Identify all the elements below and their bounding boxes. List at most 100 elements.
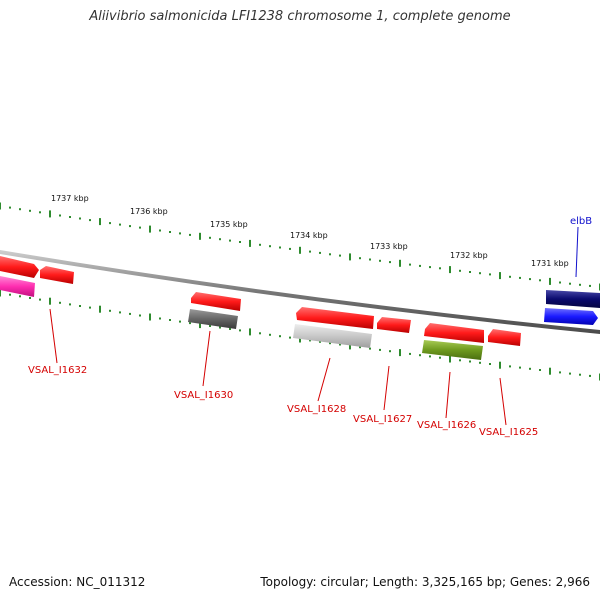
gene-arrow-VSAL_I1632[interactable] [40,266,74,284]
outer-tick-track [0,202,600,291]
gene-arrow[interactable] [0,256,39,278]
tick-label-1733: 1733 kbp [370,242,408,251]
label-leader-lines [49,226,579,426]
major-tick [149,313,151,321]
minor-tick [509,275,511,278]
minor-tick [579,373,581,376]
minor-tick [579,283,581,286]
gene-labels: VSAL_I1632 VSAL_I1630 VSAL_I1628 VSAL_I1… [28,216,592,438]
gene-label-VSAL_I1627[interactable]: VSAL_I1627 [353,414,412,425]
gene-label-VSAL_I1632[interactable]: VSAL_I1632 [28,365,87,376]
minor-tick [389,261,391,264]
minor-tick [439,267,441,270]
minor-tick [129,225,131,228]
minor-tick [429,266,431,269]
major-tick [399,259,401,267]
minor-tick [119,223,121,226]
minor-tick [139,314,141,317]
minor-tick [419,264,421,267]
major-tick [49,210,51,218]
minor-tick [219,238,221,241]
minor-tick [409,352,411,355]
minor-tick [329,253,331,256]
major-tick [199,232,201,240]
minor-tick [109,222,111,225]
major-tick [199,321,201,329]
gene-label-VSAL_I1626[interactable]: VSAL_I1626 [417,420,476,431]
minor-tick [469,271,471,273]
gene-arrow-elbB-companion[interactable] [546,290,600,308]
accession-label: Accession: NC_011312 [9,575,146,589]
gene-arrow-VSAL_I1626[interactable] [422,340,483,360]
major-tick [349,253,351,261]
major-tick [0,289,1,297]
gene-arrow-VSAL_I1625[interactable] [488,329,521,346]
gene-arrow-elbB[interactable] [544,308,598,325]
major-tick [249,239,251,247]
minor-tick [459,359,461,362]
gene-arrow[interactable] [424,323,484,343]
minor-tick [59,214,61,217]
gene-arrow-VSAL_I1630[interactable] [188,309,238,329]
gene-label-VSAL_I1630[interactable]: VSAL_I1630 [174,390,233,401]
minor-tick [79,217,81,220]
minor-tick [179,232,181,235]
major-tick [349,342,351,350]
gene-arrow[interactable] [296,307,374,329]
minor-tick [309,250,311,253]
minor-tick [269,333,271,336]
gene-label-elbB[interactable]: elbB [570,216,592,227]
major-tick [299,335,301,343]
gene-arrow-VSAL_I1628[interactable] [293,324,372,348]
major-tick [449,266,451,274]
gene-arrow-VSAL_I1627[interactable] [377,317,411,333]
minor-tick [239,329,241,332]
minor-tick [589,374,591,377]
minor-tick [119,311,121,314]
minor-tick [329,342,331,345]
minor-tick [69,216,71,218]
major-tick [49,297,51,305]
gene-arrow[interactable] [0,276,35,297]
minor-tick [209,325,211,327]
minor-tick [169,231,171,233]
minor-tick [439,356,441,359]
minor-tick [9,206,11,209]
minor-tick [569,372,571,375]
minor-tick [59,301,61,304]
minor-tick [559,371,561,374]
minor-tick [509,365,511,368]
major-tick [549,277,551,285]
minor-tick [19,208,21,211]
minor-tick [569,282,571,285]
major-tick [249,328,251,336]
minor-tick [409,263,411,266]
minor-tick [469,360,471,363]
minor-tick [489,363,491,365]
minor-tick [339,254,341,257]
leader-line-VSAL_I1628 [317,357,331,402]
minor-tick [29,297,31,299]
minor-tick [169,319,171,321]
genome-summary: Topology: circular; Length: 3,325,165 bp… [260,575,590,589]
genes [0,256,600,360]
major-tick [549,367,551,375]
minor-tick [189,233,191,236]
minor-tick [369,347,371,350]
leader-line-VSAL_I1625 [499,377,507,426]
minor-tick [179,320,181,323]
minor-tick [219,326,221,329]
minor-tick [159,229,161,232]
minor-tick [39,211,41,214]
minor-tick [89,306,91,309]
minor-tick [359,346,361,349]
minor-tick [79,305,81,307]
gene-arrow[interactable] [191,292,241,311]
minor-tick [229,239,231,242]
minor-tick [519,366,521,369]
leader-line-VSAL_I1626 [445,371,451,419]
gene-label-VSAL_I1628[interactable]: VSAL_I1628 [287,404,346,415]
gene-label-VSAL_I1625[interactable]: VSAL_I1625 [479,427,538,438]
minor-tick [489,273,491,276]
